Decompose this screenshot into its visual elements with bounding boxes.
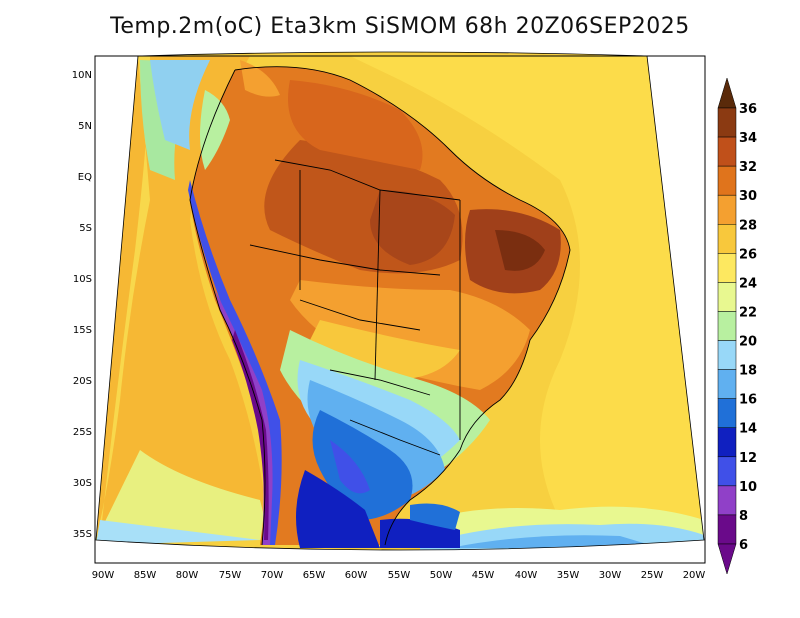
lon-tick: 55W — [388, 570, 411, 581]
lat-tick: 15S — [73, 325, 92, 336]
colorbar-label: 16 — [739, 393, 757, 408]
colorbar-swatch — [717, 340, 737, 370]
lon-tick: 90W — [92, 570, 115, 581]
lon-tick: 30W — [599, 570, 622, 581]
colorbar-swatch — [717, 107, 737, 138]
colorbar-swatch — [717, 514, 737, 545]
lon-tick: 45W — [472, 570, 495, 581]
lon-tick: 85W — [134, 570, 157, 581]
map-frame — [94, 55, 706, 564]
colorbar-label: 34 — [739, 131, 757, 146]
lon-tick: 65W — [303, 570, 326, 581]
lon-tick: 80W — [176, 570, 199, 581]
colorbar-label: 10 — [739, 480, 757, 495]
colorbar-swatch — [717, 224, 737, 254]
colorbar-swatch — [717, 485, 737, 516]
lat-tick: 30S — [73, 478, 92, 489]
temperature-field — [96, 52, 704, 550]
colorbar-label: 18 — [739, 364, 757, 379]
lon-tick: 75W — [219, 570, 242, 581]
colorbar-max-arrow — [717, 77, 737, 109]
longitude-axis: 90W 85W 80W 75W 70W 65W 60W 55W 50W 45W … — [92, 570, 706, 581]
colorbar-label: 22 — [739, 305, 757, 320]
lat-tick: 10N — [72, 70, 92, 81]
colorbar-swatch — [717, 456, 737, 487]
lat-tick: EQ — [78, 172, 92, 183]
lat-tick: 20S — [73, 376, 92, 387]
lon-tick: 70W — [261, 570, 284, 581]
colorbar-label: 12 — [739, 451, 757, 466]
colorbar-label: 26 — [739, 247, 757, 262]
colorbar-min-arrow — [717, 543, 737, 575]
colorbar-swatch — [717, 282, 737, 312]
lat-tick: 10S — [73, 274, 92, 285]
colorbar-swatch — [717, 398, 737, 428]
colorbar-swatch — [717, 165, 737, 196]
colorbar-label: 24 — [739, 276, 757, 291]
lon-tick: 50W — [430, 570, 453, 581]
lat-tick: 5N — [78, 121, 92, 132]
lon-tick: 60W — [345, 570, 368, 581]
colorbar-label: 14 — [739, 422, 757, 437]
lon-tick: 40W — [515, 570, 538, 581]
lat-tick: 5S — [79, 223, 92, 234]
lon-tick: 25W — [641, 570, 664, 581]
lat-tick: 25S — [73, 427, 92, 438]
map-title: Temp.2m(oC) Eta3km SiSMOM 68h 20Z06SEP20… — [110, 14, 690, 39]
colorbar-swatch — [717, 253, 737, 283]
colorbar: 36 34 32 30 28 26 24 22 20 18 16 14 12 10 8 6 — [717, 77, 757, 575]
colorbar-label: 36 — [739, 102, 757, 117]
lat-tick: 35S — [73, 529, 92, 540]
lon-tick: 35W — [557, 570, 580, 581]
colorbar-label: 32 — [739, 160, 757, 175]
colorbar-swatch — [717, 311, 737, 341]
colorbar-label: 20 — [739, 335, 757, 350]
colorbar-swatch — [717, 369, 737, 399]
map-domain-border — [95, 51, 705, 551]
borders — [189, 66, 571, 546]
colorbar-swatch — [717, 194, 737, 225]
colorbar-label: 8 — [739, 509, 748, 524]
colorbar-label: 6 — [739, 538, 748, 553]
colorbar-label: 28 — [739, 218, 757, 233]
colorbar-label: 30 — [739, 189, 757, 204]
colorbar-swatch — [717, 427, 737, 458]
colorbar-swatch — [717, 136, 737, 167]
lon-tick: 20W — [683, 570, 706, 581]
latitude-axis: 10N 5N EQ 5S 10S 15S 20S 25S 30S 35S — [72, 70, 92, 540]
